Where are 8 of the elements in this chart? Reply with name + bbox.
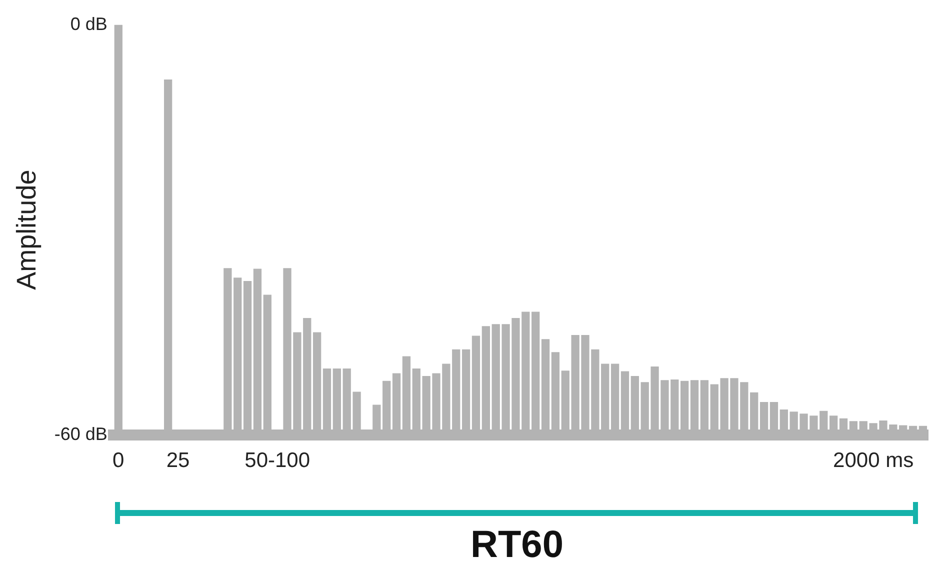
x-tick-label: 0 bbox=[112, 449, 124, 472]
x-tick-label: 50-100 bbox=[244, 449, 310, 472]
y-tick-label: -60 dB bbox=[54, 424, 108, 444]
x-tick-label: 25 bbox=[166, 449, 190, 472]
x-tick-label: 2000 ms bbox=[833, 449, 914, 472]
y-axis-title: Amplitude bbox=[12, 170, 42, 290]
y-tick-label: 0 dB bbox=[70, 14, 108, 34]
x-axis-title: RT60 bbox=[470, 524, 564, 567]
